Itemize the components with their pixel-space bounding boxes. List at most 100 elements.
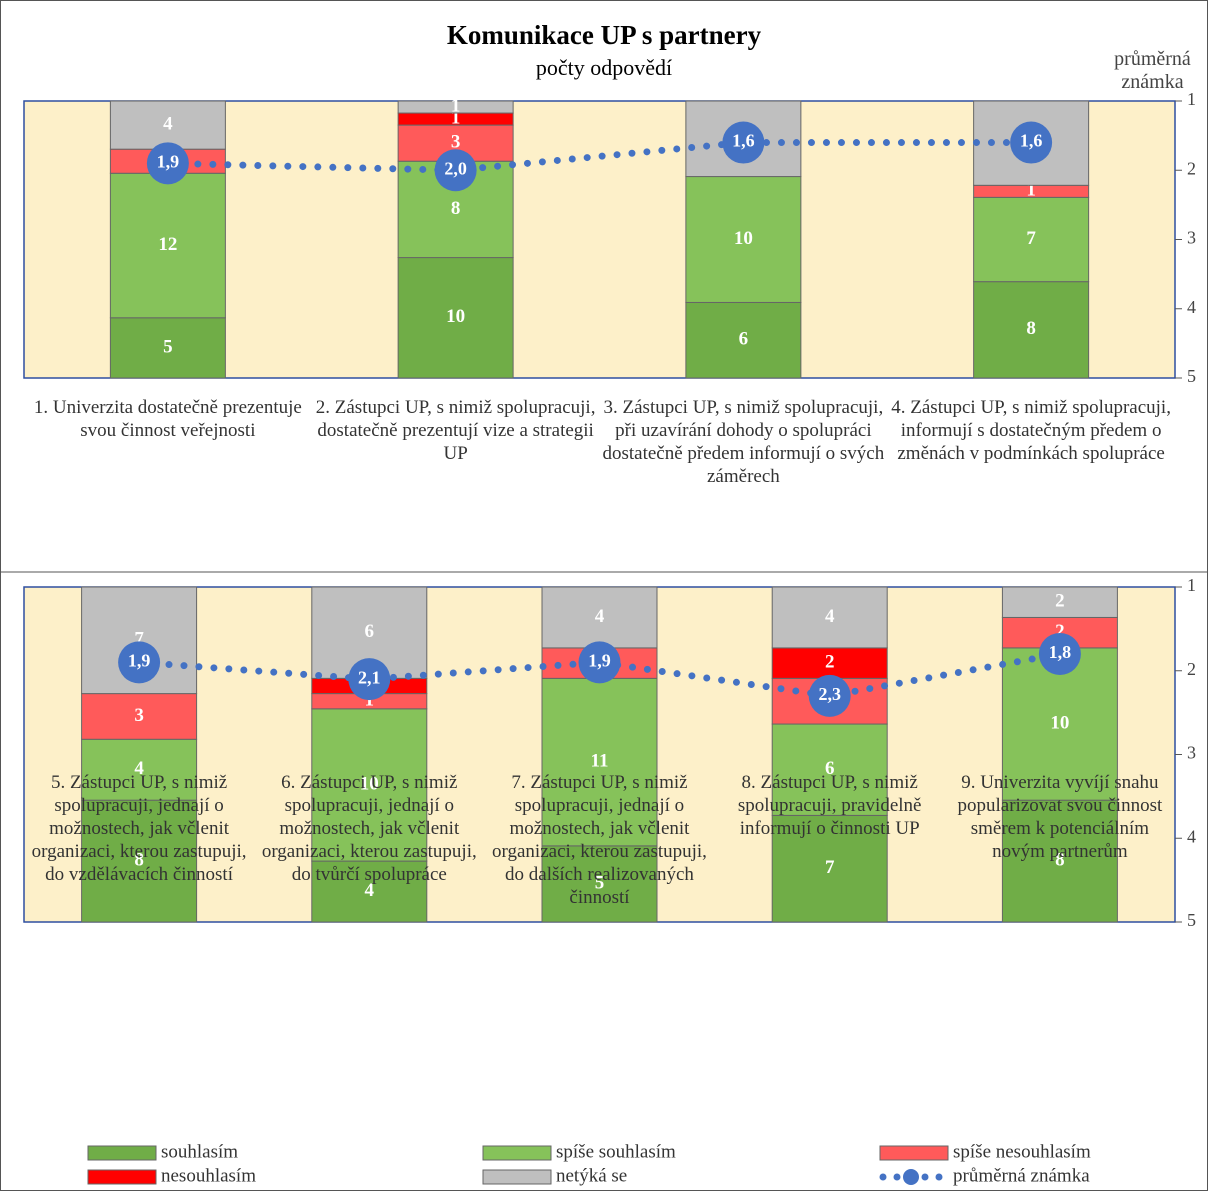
bar-segment: [541, 845, 658, 923]
legend-swatch: [87, 1145, 157, 1161]
bar-segment: [771, 647, 888, 679]
x-tick-label: 5. Zástupci UP, s nimiž spolupracuji, je…: [31, 772, 247, 885]
average-label: 1,6: [1020, 131, 1043, 151]
x-tick-label: 7. Zástupci UP, s nimiž spolupracuji, je…: [492, 772, 707, 908]
y2-tick-label: 4: [1187, 826, 1196, 846]
segment-label: 10: [446, 306, 465, 327]
bar-segment: [771, 814, 888, 923]
segment-label: 10: [1050, 712, 1069, 733]
x-tick-label: 8. Zástupci UP, s nimiž spolupracuji, pr…: [737, 772, 922, 839]
bar-segment: [397, 100, 514, 114]
average-marker: [578, 641, 621, 684]
average-label: 1,9: [588, 651, 611, 671]
x-tick-label: 9. Univerzita vyvíjí snahu popularizovat…: [957, 772, 1163, 862]
segment-label: 8: [1026, 318, 1036, 339]
legend-line-dot: [935, 1173, 943, 1181]
legend-label: nesouhlasím: [161, 1165, 256, 1186]
average-marker: [722, 121, 765, 164]
x-tick-label: 4. Zástupci UP, s nimiž spolupracuji, in…: [891, 397, 1171, 464]
legend-line-dot: [893, 1173, 901, 1181]
average-marker: [1038, 633, 1081, 675]
y2-tick-label: 4: [1187, 297, 1196, 317]
bar-segment: [973, 196, 1090, 283]
chart-subtitle: počty odpovědí: [535, 55, 673, 80]
segment-label: 4: [595, 606, 605, 627]
bar-segment: [541, 586, 658, 649]
legend-swatch: [482, 1145, 552, 1161]
bar-segment: [541, 677, 658, 847]
segment-label: 1: [451, 95, 461, 116]
y2-tick-label: 2: [1187, 158, 1196, 178]
segment-label: 6: [365, 621, 375, 642]
bar-segment: [109, 172, 226, 319]
bar-segment: [685, 301, 802, 379]
average-marker: [348, 658, 391, 701]
segment-label: 4: [134, 758, 144, 779]
legend-label: spíše souhlasím: [556, 1141, 676, 1162]
segment-label: 6: [825, 758, 835, 779]
y2-tick-label: 1: [1187, 575, 1196, 595]
bar-segment: [973, 281, 1090, 379]
average-label: 1,6: [732, 131, 755, 151]
x-tick-label: 1. Univerzita dostatečně prezentuje svou…: [33, 397, 302, 441]
average-line: [164, 139, 1035, 174]
segment-label: 8: [451, 198, 461, 219]
segment-label: 10: [360, 773, 379, 794]
legend-label: souhlasím: [161, 1141, 238, 1162]
average-marker: [808, 674, 851, 717]
y2-tick-label: 5: [1187, 910, 1196, 930]
legend-line-dot: [879, 1173, 887, 1181]
segment-label: 5: [163, 336, 173, 357]
segment-label: 8: [134, 849, 144, 870]
segment-label: 3: [451, 132, 461, 153]
segment-label: 10: [734, 228, 753, 249]
segment-label: 7: [825, 857, 835, 878]
segment-label: 4: [365, 880, 375, 901]
average-label: 2,3: [818, 684, 841, 704]
legend-label: průměrná známka: [953, 1165, 1090, 1186]
legend-swatch: [482, 1169, 552, 1185]
y2-axis-label: průměrná známka: [1114, 48, 1191, 93]
average-marker: [118, 641, 161, 684]
legend-line-dot: [921, 1173, 929, 1181]
legend-swatch: [87, 1169, 157, 1185]
bar-segment: [1001, 586, 1118, 618]
x-tick-label: 2. Zástupci UP, s nimiž spolupracuji, do…: [315, 397, 596, 464]
average-marker: [434, 149, 477, 192]
segment-label: 8: [1055, 849, 1065, 870]
bar-segment: [81, 693, 198, 740]
segment-label: 6: [739, 329, 749, 350]
y2-tick-label: 2: [1187, 659, 1196, 679]
legend-label: spíše nesouhlasím: [953, 1141, 1091, 1162]
bar-segment: [109, 100, 226, 150]
segment-label: 2: [1055, 591, 1065, 612]
average-label: 1,9: [128, 651, 151, 671]
legend-label: netýká se: [556, 1165, 627, 1186]
x-tick-label: 3. Zástupci UP, s nimiž spolupracuji, př…: [602, 397, 885, 487]
y2-tick-label: 3: [1187, 228, 1196, 248]
average-marker: [146, 142, 189, 185]
segment-label: 1: [1026, 180, 1036, 201]
average-label: 1,8: [1049, 642, 1072, 662]
segment-label: 5: [595, 872, 605, 893]
segment-label: 1: [451, 107, 461, 128]
segment-label: 2: [1055, 621, 1065, 642]
legend-line-marker: [903, 1169, 919, 1185]
average-marker: [1010, 121, 1053, 164]
y2-tick-label: 1: [1187, 89, 1196, 109]
bar-segment: [311, 860, 428, 923]
bar-segment: [397, 257, 514, 379]
segment-label: 4: [163, 113, 173, 134]
segment-label: 11: [591, 750, 609, 771]
bar-segment: [81, 799, 198, 923]
segment-label: 3: [134, 705, 144, 726]
segment-label: 12: [158, 234, 177, 255]
x-tick-label: 6. Zástupci UP, s nimiž spolupracuji, je…: [261, 772, 477, 885]
average-label: 2,1: [358, 667, 381, 687]
segment-label: 2: [825, 651, 835, 672]
average-label: 1,9: [157, 151, 180, 171]
bar-segment: [771, 586, 888, 649]
legend-swatch: [879, 1145, 949, 1161]
